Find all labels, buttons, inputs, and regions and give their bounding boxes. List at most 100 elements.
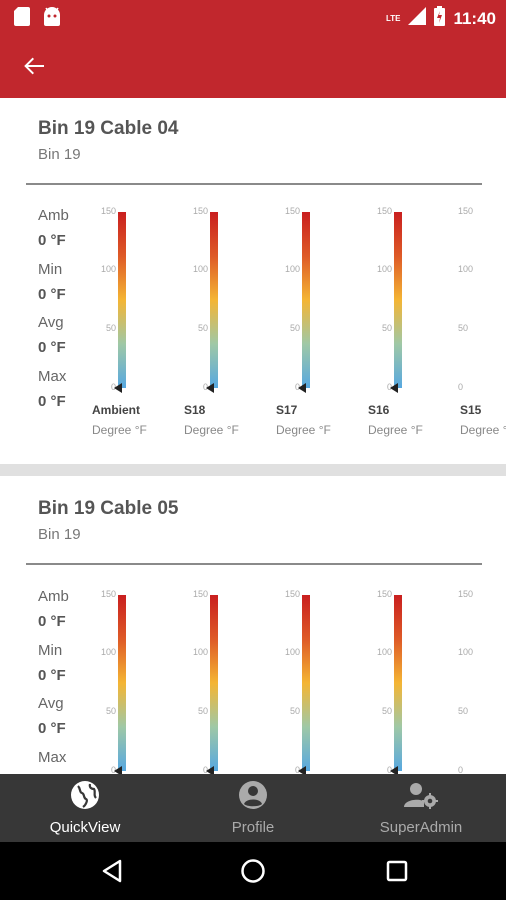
- tick-label: 150: [192, 206, 208, 216]
- tick-label: 0: [386, 765, 392, 774]
- value-marker: [298, 383, 306, 393]
- tick-label: 0: [110, 382, 116, 392]
- nav-quickview[interactable]: QuickView: [20, 774, 150, 842]
- value-marker: [114, 766, 122, 774]
- tick-label: 150: [458, 206, 474, 216]
- account-circle-icon: [238, 780, 268, 815]
- stat-label-max: Max: [38, 749, 67, 766]
- gauge-row: 150 100 50 0 150 100 50 0 150 100 50 0: [0, 589, 506, 774]
- cable-card[interactable]: Bin 19 Cable 05 Bin 19 Amb 0 °F Min 0 °F…: [0, 476, 506, 774]
- globe-icon: [70, 780, 100, 815]
- stat-value-amb: 0 °F: [38, 613, 66, 630]
- tick-label: 150: [458, 589, 474, 599]
- tick-label: 150: [100, 206, 116, 216]
- stat-value-min: 0 °F: [38, 286, 66, 303]
- tick-label: 100: [192, 647, 208, 657]
- admin-settings-icon: [404, 780, 438, 815]
- gauge-name: S18: [184, 403, 206, 417]
- stat-label-amb: Amb: [38, 588, 69, 605]
- card-list[interactable]: Bin 19 Cable 04 Bin 19 Amb 0 °F Min 0 °F…: [0, 98, 506, 774]
- card-separator: [0, 464, 506, 476]
- tick-label: 50: [289, 706, 300, 716]
- tick-label: 100: [376, 264, 392, 274]
- value-marker: [206, 766, 214, 774]
- tick-label: 100: [458, 647, 474, 657]
- temperature-bar: [394, 595, 402, 771]
- tick-label: 50: [197, 323, 208, 333]
- system-recents-button[interactable]: [382, 856, 412, 886]
- tick-label: 50: [458, 323, 469, 333]
- tick-label: 0: [294, 382, 300, 392]
- value-marker: [206, 383, 214, 393]
- tick-label: 100: [100, 647, 116, 657]
- arrow-back-icon: [20, 57, 48, 84]
- stat-label-amb: Amb: [38, 207, 69, 224]
- tick-label: 50: [105, 323, 116, 333]
- divider: [26, 183, 482, 185]
- bottom-navigation: QuickView Profile SuperAdmin: [0, 774, 506, 842]
- nav-label: QuickView: [49, 819, 121, 836]
- battery-icon: [434, 6, 446, 31]
- gauge: 150 100 50 0 S17 Degree °F: [274, 206, 364, 446]
- system-back-button[interactable]: [98, 856, 128, 886]
- tick-label: 0: [386, 382, 392, 392]
- tick-label: 100: [376, 647, 392, 657]
- stat-label-min: Min: [38, 261, 63, 278]
- stat-value-amb: 0 °F: [38, 232, 66, 249]
- tick-label: 150: [100, 589, 116, 599]
- temperature-bar: [302, 212, 310, 388]
- gauge-unit: Degree °F: [184, 423, 239, 437]
- card-title: Bin 19 Cable 04: [38, 118, 179, 139]
- nav-label: SuperAdmin: [379, 819, 463, 836]
- gauge-unit: Degree °F: [368, 423, 423, 437]
- system-home-button[interactable]: [238, 856, 268, 886]
- gauge: 150 100 50 0: [90, 589, 180, 774]
- gauge-name: S17: [276, 403, 298, 417]
- tick-label: 0: [110, 765, 116, 774]
- android-icon: [42, 7, 62, 31]
- gauge-row: 150 100 50 0 Ambient Degree °F 150 100 5…: [0, 206, 506, 446]
- tick-label: 0: [202, 382, 208, 392]
- cable-card[interactable]: Bin 19 Cable 04 Bin 19 Amb 0 °F Min 0 °F…: [0, 98, 506, 464]
- app-bar: [0, 34, 506, 98]
- stat-label-avg: Avg: [38, 695, 64, 712]
- tick-label: 50: [197, 706, 208, 716]
- gauge-name: Ambient: [92, 403, 140, 417]
- nav-profile[interactable]: Profile: [188, 774, 318, 842]
- value-marker: [390, 766, 398, 774]
- nav-label: Profile: [231, 819, 275, 836]
- gauge-unit: Degree °F: [276, 423, 331, 437]
- gauge: 150 100 50 0: [458, 589, 506, 774]
- tick-label: 0: [202, 765, 208, 774]
- temperature-bar: [302, 595, 310, 771]
- stat-value-min: 0 °F: [38, 667, 66, 684]
- tick-label: 150: [376, 589, 392, 599]
- stat-label-max: Max: [38, 368, 67, 385]
- temperature-bar: [118, 212, 126, 388]
- tick-label: 50: [381, 323, 392, 333]
- tick-label: 150: [284, 206, 300, 216]
- nav-superadmin[interactable]: SuperAdmin: [356, 774, 486, 842]
- stat-value-avg: 0 °F: [38, 339, 66, 356]
- tick-label: 100: [458, 264, 474, 274]
- tick-label: 50: [458, 706, 469, 716]
- stat-value-max: 0 °F: [38, 393, 66, 410]
- gauge-unit: Degree °F: [460, 423, 506, 437]
- status-bar: LTE 11:40: [0, 0, 506, 34]
- card-title: Bin 19 Cable 05: [38, 498, 179, 519]
- home-circle-icon: [238, 859, 268, 890]
- tick-label: 100: [284, 647, 300, 657]
- gauge: 150 100 50 0 S16 Degree °F: [366, 206, 456, 446]
- tick-label: 50: [105, 706, 116, 716]
- card-subtitle: Bin 19: [38, 146, 81, 163]
- gauge: 150 100 50 0: [274, 589, 364, 774]
- sd-card-icon: [14, 7, 30, 31]
- temperature-bar: [118, 595, 126, 771]
- value-marker: [390, 383, 398, 393]
- back-button[interactable]: [20, 52, 48, 80]
- value-marker: [114, 383, 122, 393]
- back-triangle-icon: [98, 859, 128, 890]
- tick-label: 100: [192, 264, 208, 274]
- gauge: 150 100 50 0 Ambient Degree °F: [90, 206, 180, 446]
- gauge-name: S16: [368, 403, 390, 417]
